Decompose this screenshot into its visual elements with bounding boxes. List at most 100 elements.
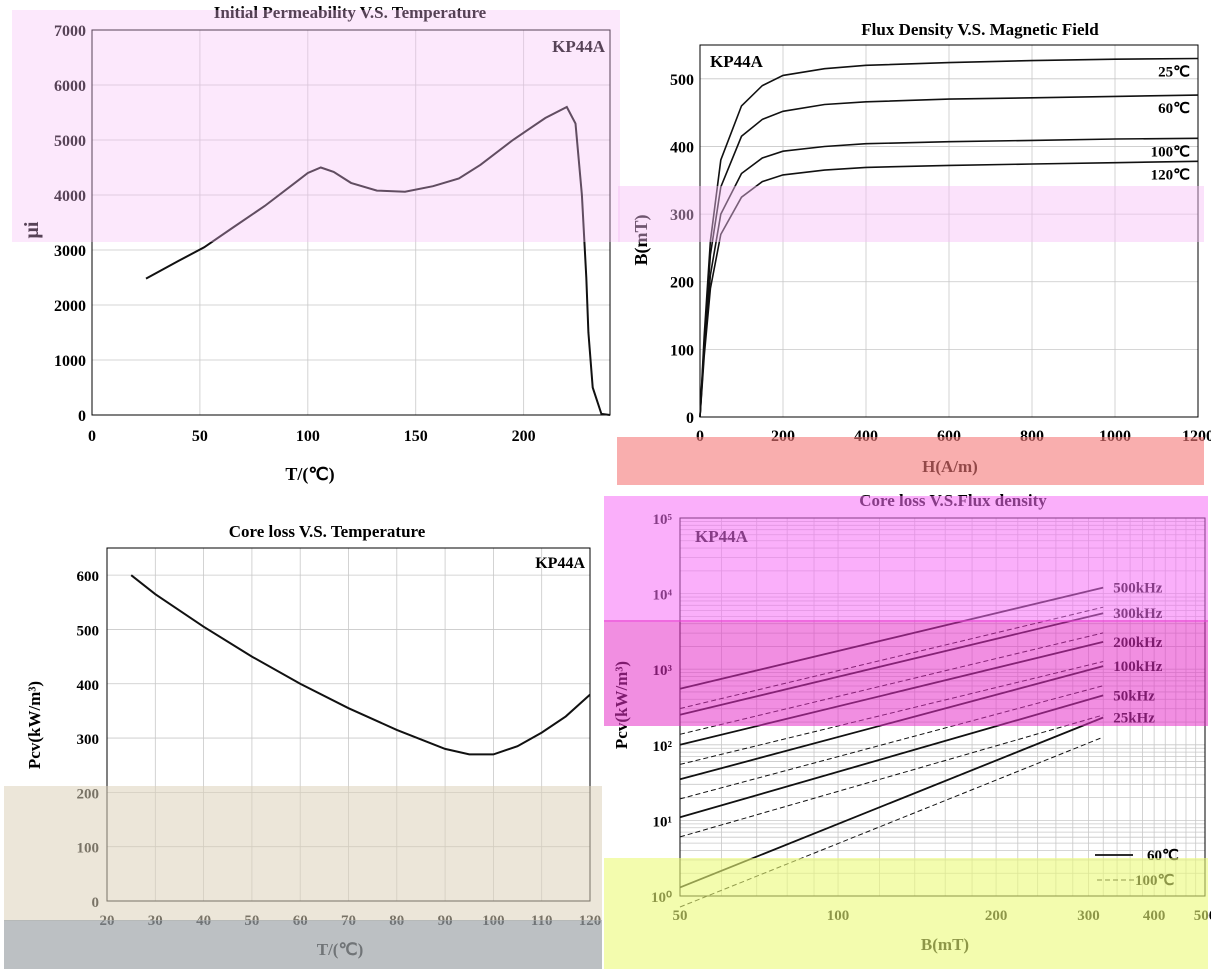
x-tick-label: 90 (438, 913, 453, 929)
x-tick-label: 1000 (1099, 428, 1131, 445)
x-tick-label: 120 (579, 913, 602, 929)
x-tick-label: 0 (696, 428, 704, 445)
series-line-core-loss (130, 574, 591, 756)
y-tick-label: 7000 (54, 23, 86, 40)
y-tick-label: 300 (670, 207, 694, 224)
y-axis-label: Pcv(kW/m³) (612, 661, 631, 749)
series-line-100c-3 (679, 685, 1104, 800)
plot-frame (699, 44, 1199, 418)
y-ticks: 0 1000 2000 3000 4000 5000 6000 7000 (54, 23, 86, 425)
x-tick-label: 80 (389, 913, 404, 929)
x-tick-label: 40 (196, 913, 211, 929)
series-label: 500kHz (1113, 581, 1163, 597)
x-axis-label: H(A/m) (922, 457, 978, 476)
x-tick-label: 70 (341, 913, 356, 929)
y-axis-label: Pcv(kW/m³) (25, 681, 44, 769)
series-line-0 (699, 57, 1199, 418)
series-line-3 (699, 160, 1199, 418)
y-tick-label: 100 (670, 342, 694, 359)
y-tick-label: 1000 (54, 353, 86, 370)
x-tick-label: 60 (293, 913, 308, 929)
series-line-100c-4 (679, 714, 1104, 838)
x-tick-label: 200 (985, 908, 1008, 924)
x-tick-label: 100 (827, 908, 850, 924)
x-axis-label: T/(℃) (317, 940, 363, 959)
x-axis-label: B(mT) (921, 935, 969, 954)
x-ticks: 50 100 200 300 400 500 (673, 908, 1211, 924)
y-tick-label: 200 (77, 786, 100, 802)
y-tick-label: 2000 (54, 298, 86, 315)
x-ticks: 0 50 100 150 200 (88, 428, 536, 445)
y-tick-label: 10¹ (653, 814, 673, 830)
x-tick-label: 50 (244, 913, 259, 929)
x-tick-label: 200 (771, 428, 795, 445)
x-axis-label: T/(℃) (285, 464, 334, 485)
grid (92, 30, 610, 415)
y-ticks: 10⁰ 10¹ 10² 10³ 10⁴ 10⁵ (651, 512, 673, 906)
y-tick-label: 3000 (54, 243, 86, 260)
flux-density-chart-panel: Flux Density V.S. Magnetic Field KP44A 0… (605, 0, 1211, 490)
x-tick-label: 100 (482, 913, 505, 929)
material-label: KP44A (695, 527, 749, 546)
series-line-60c-0 (679, 586, 1104, 690)
chart-title: Core loss V.S.Flux density (859, 491, 1047, 510)
series-label: 300kHz (1113, 606, 1163, 622)
y-tick-label: 0 (78, 408, 86, 425)
y-tick-label: 400 (670, 139, 694, 156)
series-label: 100kHz (1113, 659, 1163, 675)
permeability-chart: Initial Permeability V.S. Temperature KP… (21, 3, 611, 485)
core-loss-temperature-chart: Core loss V.S. Temperature KP44A 20 30 40 5… (25, 522, 602, 959)
y-tick-label: 6000 (54, 78, 86, 95)
y-tick-label: 5000 (54, 133, 86, 150)
y-tick-label: 400 (77, 678, 100, 694)
series: 25℃ 60℃ 100℃ 120℃ (699, 57, 1199, 418)
x-tick-label: 0 (88, 428, 96, 445)
y-tick-label: 500 (77, 623, 100, 639)
y-tick-label: 600 (77, 569, 100, 585)
y-tick-label: 10⁰ (651, 890, 672, 906)
series (145, 105, 611, 416)
y-tick-label: 0 (686, 410, 694, 427)
material-label: KP44A (552, 37, 606, 56)
x-tick-label: 600 (937, 428, 961, 445)
material-label: KP44A (710, 52, 764, 71)
grid (700, 45, 1198, 417)
series-label: 200kHz (1113, 635, 1163, 651)
y-tick-label: 200 (670, 275, 694, 292)
y-tick-label: 300 (77, 732, 100, 748)
plot-frame (679, 517, 1206, 897)
series-label: 100℃ (1151, 144, 1191, 160)
x-tick-label: 110 (531, 913, 553, 929)
x-tick-label: 30 (148, 913, 163, 929)
x-tick-label: 400 (854, 428, 878, 445)
permeability-chart-panel: Initial Permeability V.S. Temperature KP… (0, 0, 620, 490)
plot-frame (91, 29, 611, 416)
y-tick-label: 100 (77, 841, 100, 857)
x-tick-label: 150 (404, 428, 428, 445)
core-loss-flux-chart: Core loss V.S.Flux density KP44A 50 100 20… (612, 491, 1211, 954)
legend-label: 60℃ (1147, 848, 1179, 864)
grid (680, 518, 1205, 896)
x-ticks: 0 200 400 600 800 1000 1200 (696, 428, 1211, 445)
grid (107, 548, 590, 901)
core-loss-flux-chart-panel: Core loss V.S.Flux density KP44A 50 100 20… (605, 490, 1211, 969)
y-tick-label: 500 (670, 72, 694, 89)
chart-title: Flux Density V.S. Magnetic Field (861, 20, 1099, 39)
chart-title: Initial Permeability V.S. Temperature (214, 3, 487, 22)
material-label: KP44A (535, 555, 585, 572)
x-tick-label: 500 (1194, 908, 1211, 924)
y-ticks: 0 100 200 300 400 500 (670, 72, 694, 427)
series-label: 50kHz (1113, 688, 1155, 704)
y-tick-label: 10² (653, 739, 673, 755)
series-line-permeability (145, 105, 611, 416)
chart-title: Core loss V.S. Temperature (229, 522, 426, 541)
x-tick-label: 50 (192, 428, 208, 445)
series-line-60c-5 (679, 716, 1104, 889)
legend-label: 100℃ (1135, 873, 1175, 889)
x-tick-label: 200 (512, 428, 536, 445)
x-tick-label: 20 (100, 913, 115, 929)
series-label: 25℃ (1158, 65, 1190, 81)
x-tick-label: 800 (1020, 428, 1044, 445)
y-tick-label: 4000 (54, 188, 86, 205)
series-label: 25kHz (1113, 710, 1155, 726)
